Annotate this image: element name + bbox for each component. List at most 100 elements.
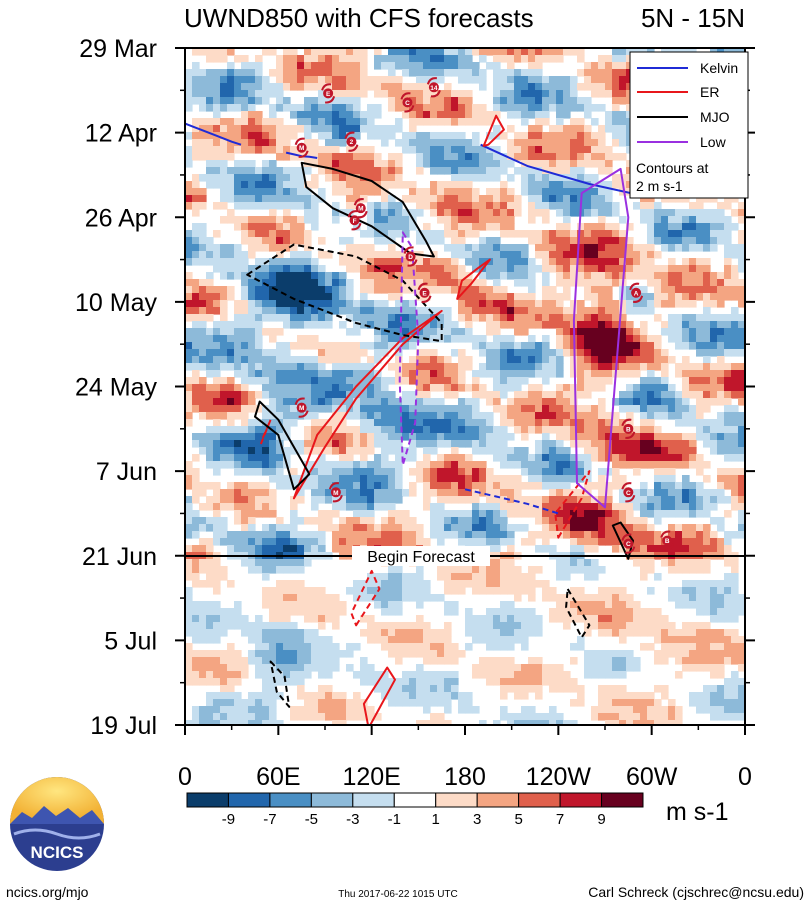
contour-er-5 — [456, 258, 491, 300]
colorbar-swatch — [601, 792, 644, 808]
storm-marker-label: B — [626, 426, 631, 433]
storm-marker-label: 14 — [430, 85, 438, 92]
colorbar-tick-label: 3 — [473, 811, 481, 828]
storm-marker-15: B — [660, 530, 675, 551]
legend-low-label: Low — [700, 134, 727, 150]
legend-contour-note-2: 2 m s-1 — [636, 178, 683, 194]
ncics-logo: NCICS — [10, 777, 104, 871]
storm-marker-label: M — [333, 490, 338, 497]
y-tick-label: 24 May — [75, 374, 157, 402]
logo-sky — [10, 777, 104, 824]
storm-marker-label: C — [405, 100, 410, 107]
legend: Kelvin ER MJO Low Contours at 2 m s-1 — [629, 51, 749, 199]
y-tick-label: 21 Jun — [82, 543, 157, 571]
colorbar-swatch — [435, 792, 478, 808]
contour-low-17 — [572, 167, 630, 509]
contour-er-7 — [258, 418, 272, 448]
colorbar-swatch — [476, 792, 520, 808]
storm-marker-4: 2 — [344, 131, 359, 152]
logo-mountains — [10, 806, 104, 824]
logo-text: NCICS — [31, 843, 84, 862]
contour-kelvin-0 — [185, 122, 242, 146]
colorbar-unit: m s-1 — [666, 798, 729, 826]
x-tick-label: 120W — [526, 763, 592, 791]
storm-marker-11: B — [621, 418, 636, 439]
colorbar-tick-label: -7 — [263, 811, 276, 828]
storm-marker-label: M — [358, 206, 363, 213]
x-tick-label: 60E — [256, 763, 300, 791]
legend-kelvin-label: Kelvin — [700, 60, 738, 76]
chart-title: UWND850 with CFS forecasts — [184, 3, 534, 33]
storm-marker-label: 2 — [350, 139, 354, 146]
storm-marker-9: A — [629, 282, 644, 303]
storm-marker-label: E — [326, 91, 331, 98]
storm-marker-label: C — [626, 541, 631, 548]
contour-kelvin-3 — [464, 488, 559, 515]
storm-marker-8: E — [417, 282, 432, 303]
storm-marker-2: 14 — [426, 77, 441, 98]
forecast-label: Begin Forecast — [367, 549, 475, 566]
colorbar: -9 -7 -5 -3 -1 1 3 5 7 9 — [186, 792, 644, 828]
colorbar-swatch — [310, 792, 354, 808]
storm-marker-label: A — [634, 290, 639, 297]
storm-marker-12: M — [328, 482, 343, 503]
footer-url: ncics.org/mjo — [6, 884, 89, 900]
storm-marker-label: M — [299, 145, 304, 152]
storm-marker-13: C — [621, 482, 636, 503]
colorbar-swatch — [393, 792, 437, 808]
storm-marker-label: M — [299, 405, 304, 412]
storm-marker-3: M — [294, 137, 309, 158]
contour-er-9 — [350, 569, 381, 627]
storm-marker-10: M — [294, 397, 309, 418]
contour-mjo-12 — [300, 161, 435, 258]
y-tick-label: 29 Mar — [79, 35, 157, 63]
contour-mjo-16 — [269, 660, 291, 708]
wave-contours — [185, 114, 652, 725]
colorbar-swatch — [227, 792, 271, 808]
storm-marker-14: C — [621, 533, 636, 554]
logo-waves — [13, 828, 101, 840]
legend-box — [629, 51, 749, 199]
y-tick-label: 26 Apr — [85, 204, 157, 232]
contour-mjo-11 — [254, 400, 311, 491]
x-axis: 0 60E 120E 180 120W 60W 0 — [178, 725, 752, 791]
colorbar-swatch — [559, 792, 603, 808]
colorbar-tick-label: 1 — [432, 811, 440, 828]
legend-contour-note-1: Contours at — [636, 160, 708, 176]
storm-marker-label: D — [408, 254, 413, 261]
y-tick-label: 7 Jun — [96, 458, 157, 486]
y-tick-label: 5 Jul — [104, 627, 157, 655]
y-tick-label: 10 May — [75, 289, 157, 317]
contour-er-8 — [554, 470, 591, 539]
colorbar-tick-label: -3 — [346, 811, 359, 828]
contour-mjo-14 — [611, 521, 634, 560]
x-tick-label: 120E — [342, 763, 400, 791]
storm-marker-1: C — [400, 92, 415, 113]
colorbar-swatch — [518, 792, 561, 808]
storm-marker-6: F — [347, 210, 362, 231]
colorbar-tick-label: 7 — [556, 811, 564, 828]
contour-er-6 — [292, 309, 443, 500]
colorbar-swatch — [186, 792, 229, 808]
x-tick-label: 0 — [738, 763, 752, 791]
colorbar-tick-label: 9 — [597, 811, 605, 828]
storm-marker-label: C — [626, 490, 631, 497]
contour-er-10 — [362, 666, 396, 725]
x-tick-label: 60W — [626, 763, 678, 791]
colorbar-tick-label: -5 — [305, 811, 318, 828]
legend-er-label: ER — [700, 84, 719, 100]
contour-er-4 — [482, 114, 505, 147]
colorbar-tick-label: -1 — [388, 811, 401, 828]
colorbar-swatch — [352, 792, 395, 808]
y-axis: 29 Mar 12 Apr 26 Apr 10 May 24 May 7 Jun 21 Ju… — [75, 35, 755, 740]
storm-marker-label: E — [422, 290, 427, 297]
storm-marker-7: D — [403, 246, 418, 267]
colorbar-tick-label: 5 — [514, 811, 522, 828]
colorbar-swatch — [269, 792, 312, 808]
footer-author: Carl Schreck (cjschrec@ncsu.edu) — [588, 884, 804, 900]
storm-marker-0: E — [321, 83, 336, 104]
legend-mjo-label: MJO — [700, 109, 730, 125]
colorbar-tick-label: -9 — [222, 811, 235, 828]
